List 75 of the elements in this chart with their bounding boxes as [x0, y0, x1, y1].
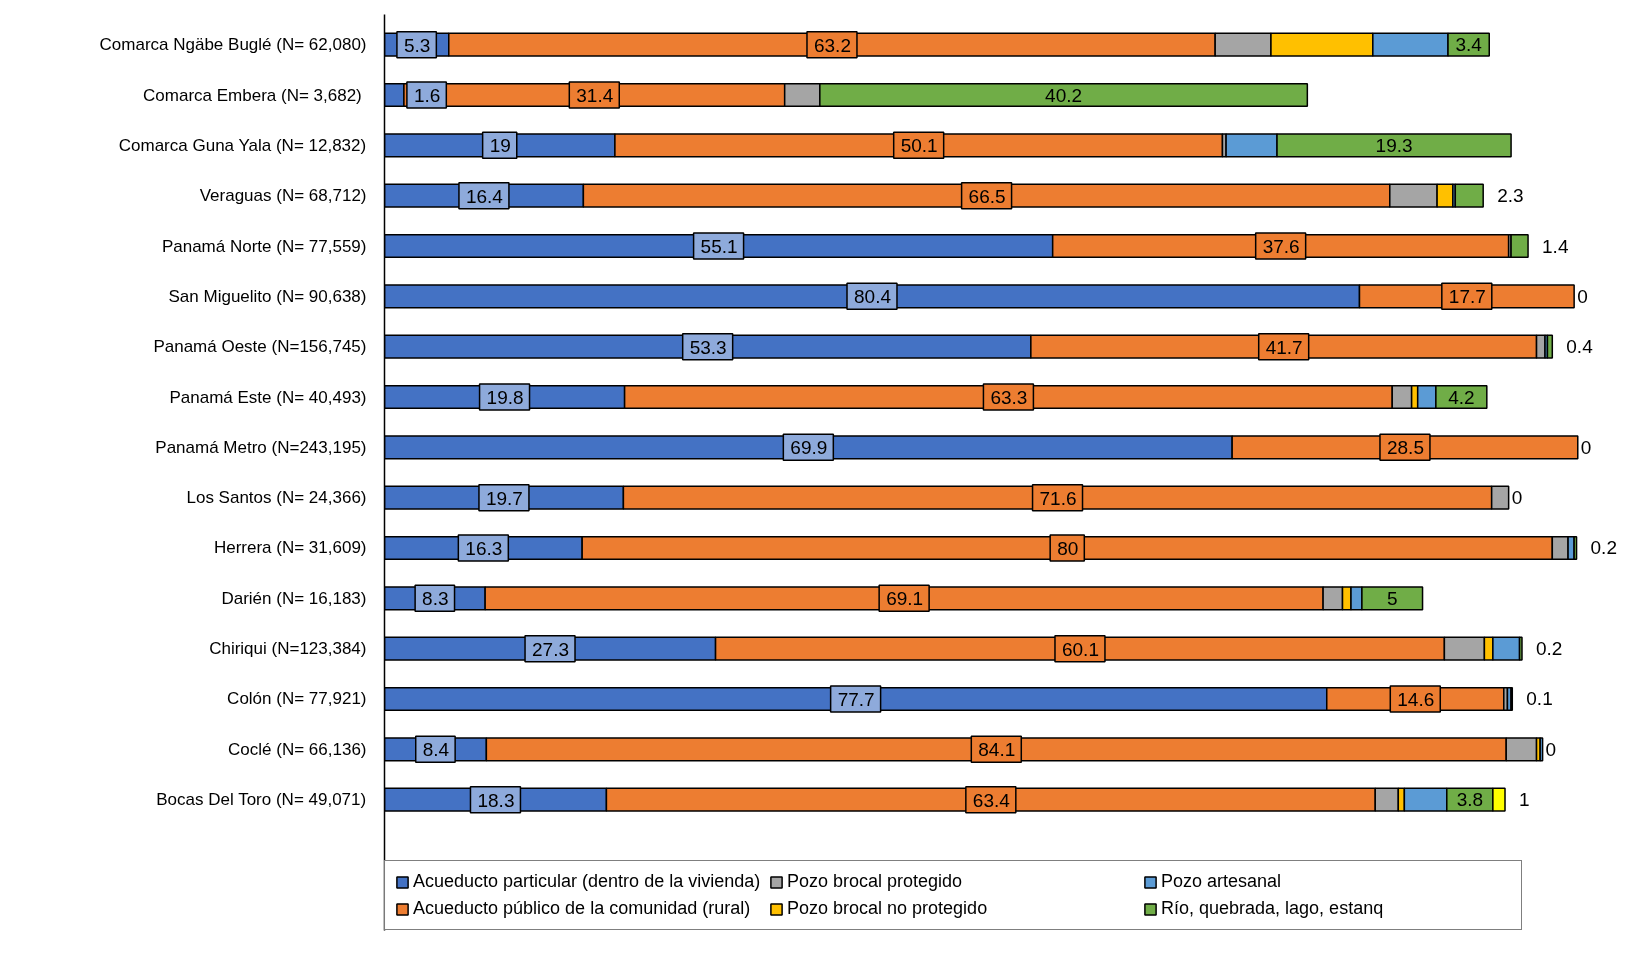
data-label: 19.3	[1375, 134, 1413, 156]
legend-label: Pozo artesanal	[1161, 871, 1283, 892]
y-tick-label: Los Santos (N= 24,366)	[186, 488, 367, 508]
y-tick-label: Herrera (N= 31,609)	[213, 538, 367, 558]
data-label: 3.8	[1456, 789, 1484, 811]
data-label: 53.3	[689, 336, 727, 358]
y-tick-label: Bocas Del Toro (N= 49,071)	[156, 790, 367, 810]
y-tick-label: Panamá Oeste (N=156,745)	[153, 337, 367, 357]
y-tick-label: Comarca Embera (N= 3,682)	[143, 85, 362, 105]
data-label: 14.6	[1397, 688, 1435, 710]
data-label: 8.4	[422, 739, 450, 761]
data-label: 31.4	[576, 85, 614, 107]
data-label: 66.5	[968, 185, 1006, 207]
data-label: 16.4	[465, 185, 504, 207]
data-label: 0	[1545, 738, 1557, 760]
y-tick-label: Darién (N= 16,183)	[221, 588, 367, 608]
data-label: 19	[489, 135, 511, 157]
data-label: 0.1	[1526, 688, 1553, 710]
data-label: 0	[1580, 436, 1592, 458]
data-label: 3.4	[1455, 34, 1483, 56]
y-tick-label: Panamá Este (N= 40,493)	[169, 387, 367, 407]
legend-label: Pozo brocal no protegido	[787, 898, 989, 919]
data-label: 4.2	[1448, 386, 1475, 408]
y-tick-label: Colón (N= 77,921)	[227, 689, 367, 709]
data-label: 2.3	[1497, 185, 1524, 207]
data-label: 19.7	[485, 487, 523, 509]
y-tick-label: San Miguelito (N= 90,638)	[168, 286, 367, 306]
data-label: 5.3	[403, 34, 431, 56]
bar	[1546, 334, 1554, 359]
data-label: 41.7	[1265, 336, 1303, 358]
data-label: 63.3	[990, 387, 1028, 409]
y-tick-label: Panamá Norte (N= 77,559)	[161, 236, 367, 256]
data-label: 80.4	[854, 286, 892, 308]
data-label: 69.9	[790, 437, 828, 459]
legend-label: Río, quebrada, lago, estanq	[1161, 898, 1385, 919]
bar	[1510, 233, 1529, 259]
data-label: 0.2	[1535, 638, 1563, 660]
bar	[1539, 737, 1544, 762]
y-tick-label: Comarca Ngäbe Buglé (N= 62,080)	[99, 35, 367, 55]
data-label: 50.1	[900, 135, 938, 157]
y-tick-label: Chiriqui (N=123,384)	[209, 639, 367, 659]
data-label: 60.1	[1061, 638, 1099, 660]
legend-label: Acueducto particular (dentro de la vivienda)	[413, 871, 762, 892]
data-label: 27.3	[532, 638, 570, 660]
legend-label: Pozo brocal protegido	[787, 871, 964, 892]
data-label: 71.6	[1039, 487, 1077, 509]
data-label: 69.1	[886, 588, 924, 610]
data-label: 18.3	[477, 789, 515, 811]
data-label: 1	[1519, 789, 1530, 811]
data-label: 0.4	[1566, 336, 1594, 358]
data-label: 17.7	[1448, 286, 1486, 308]
data-label: 28.5	[1386, 437, 1424, 459]
y-tick-label: Coclé (N= 66,136)	[228, 739, 367, 759]
y-tick-label: Comarca Guna Yala (N= 12,832)	[118, 135, 367, 155]
y-tick-label: Veraguas (N= 68,712)	[199, 186, 367, 206]
data-label: 37.6	[1262, 236, 1300, 258]
data-label: 77.7	[837, 688, 875, 710]
data-label: 16.3	[465, 537, 503, 559]
data-label: 0.2	[1590, 537, 1617, 559]
data-label: 63.4	[972, 789, 1011, 811]
data-label: 19.8	[486, 387, 524, 409]
data-label: 8.3	[422, 588, 449, 610]
y-tick-label: Panamá Metro (N=243,195)	[155, 437, 367, 457]
data-label: 1.4	[1542, 235, 1569, 257]
data-label: 0	[1577, 285, 1588, 307]
data-label: 0	[1511, 487, 1523, 509]
bar	[1454, 183, 1484, 208]
data-label: 55.1	[700, 236, 738, 258]
data-label: 80	[1057, 537, 1079, 559]
data-label: 84.1	[978, 739, 1016, 761]
data-label: 63.2	[813, 34, 851, 56]
data-label: 5	[1386, 587, 1398, 609]
legend-label: Acueducto público de la comunidad (rural)	[413, 898, 752, 919]
data-label: 1.6	[413, 85, 441, 107]
data-label: 40.2	[1045, 84, 1083, 106]
